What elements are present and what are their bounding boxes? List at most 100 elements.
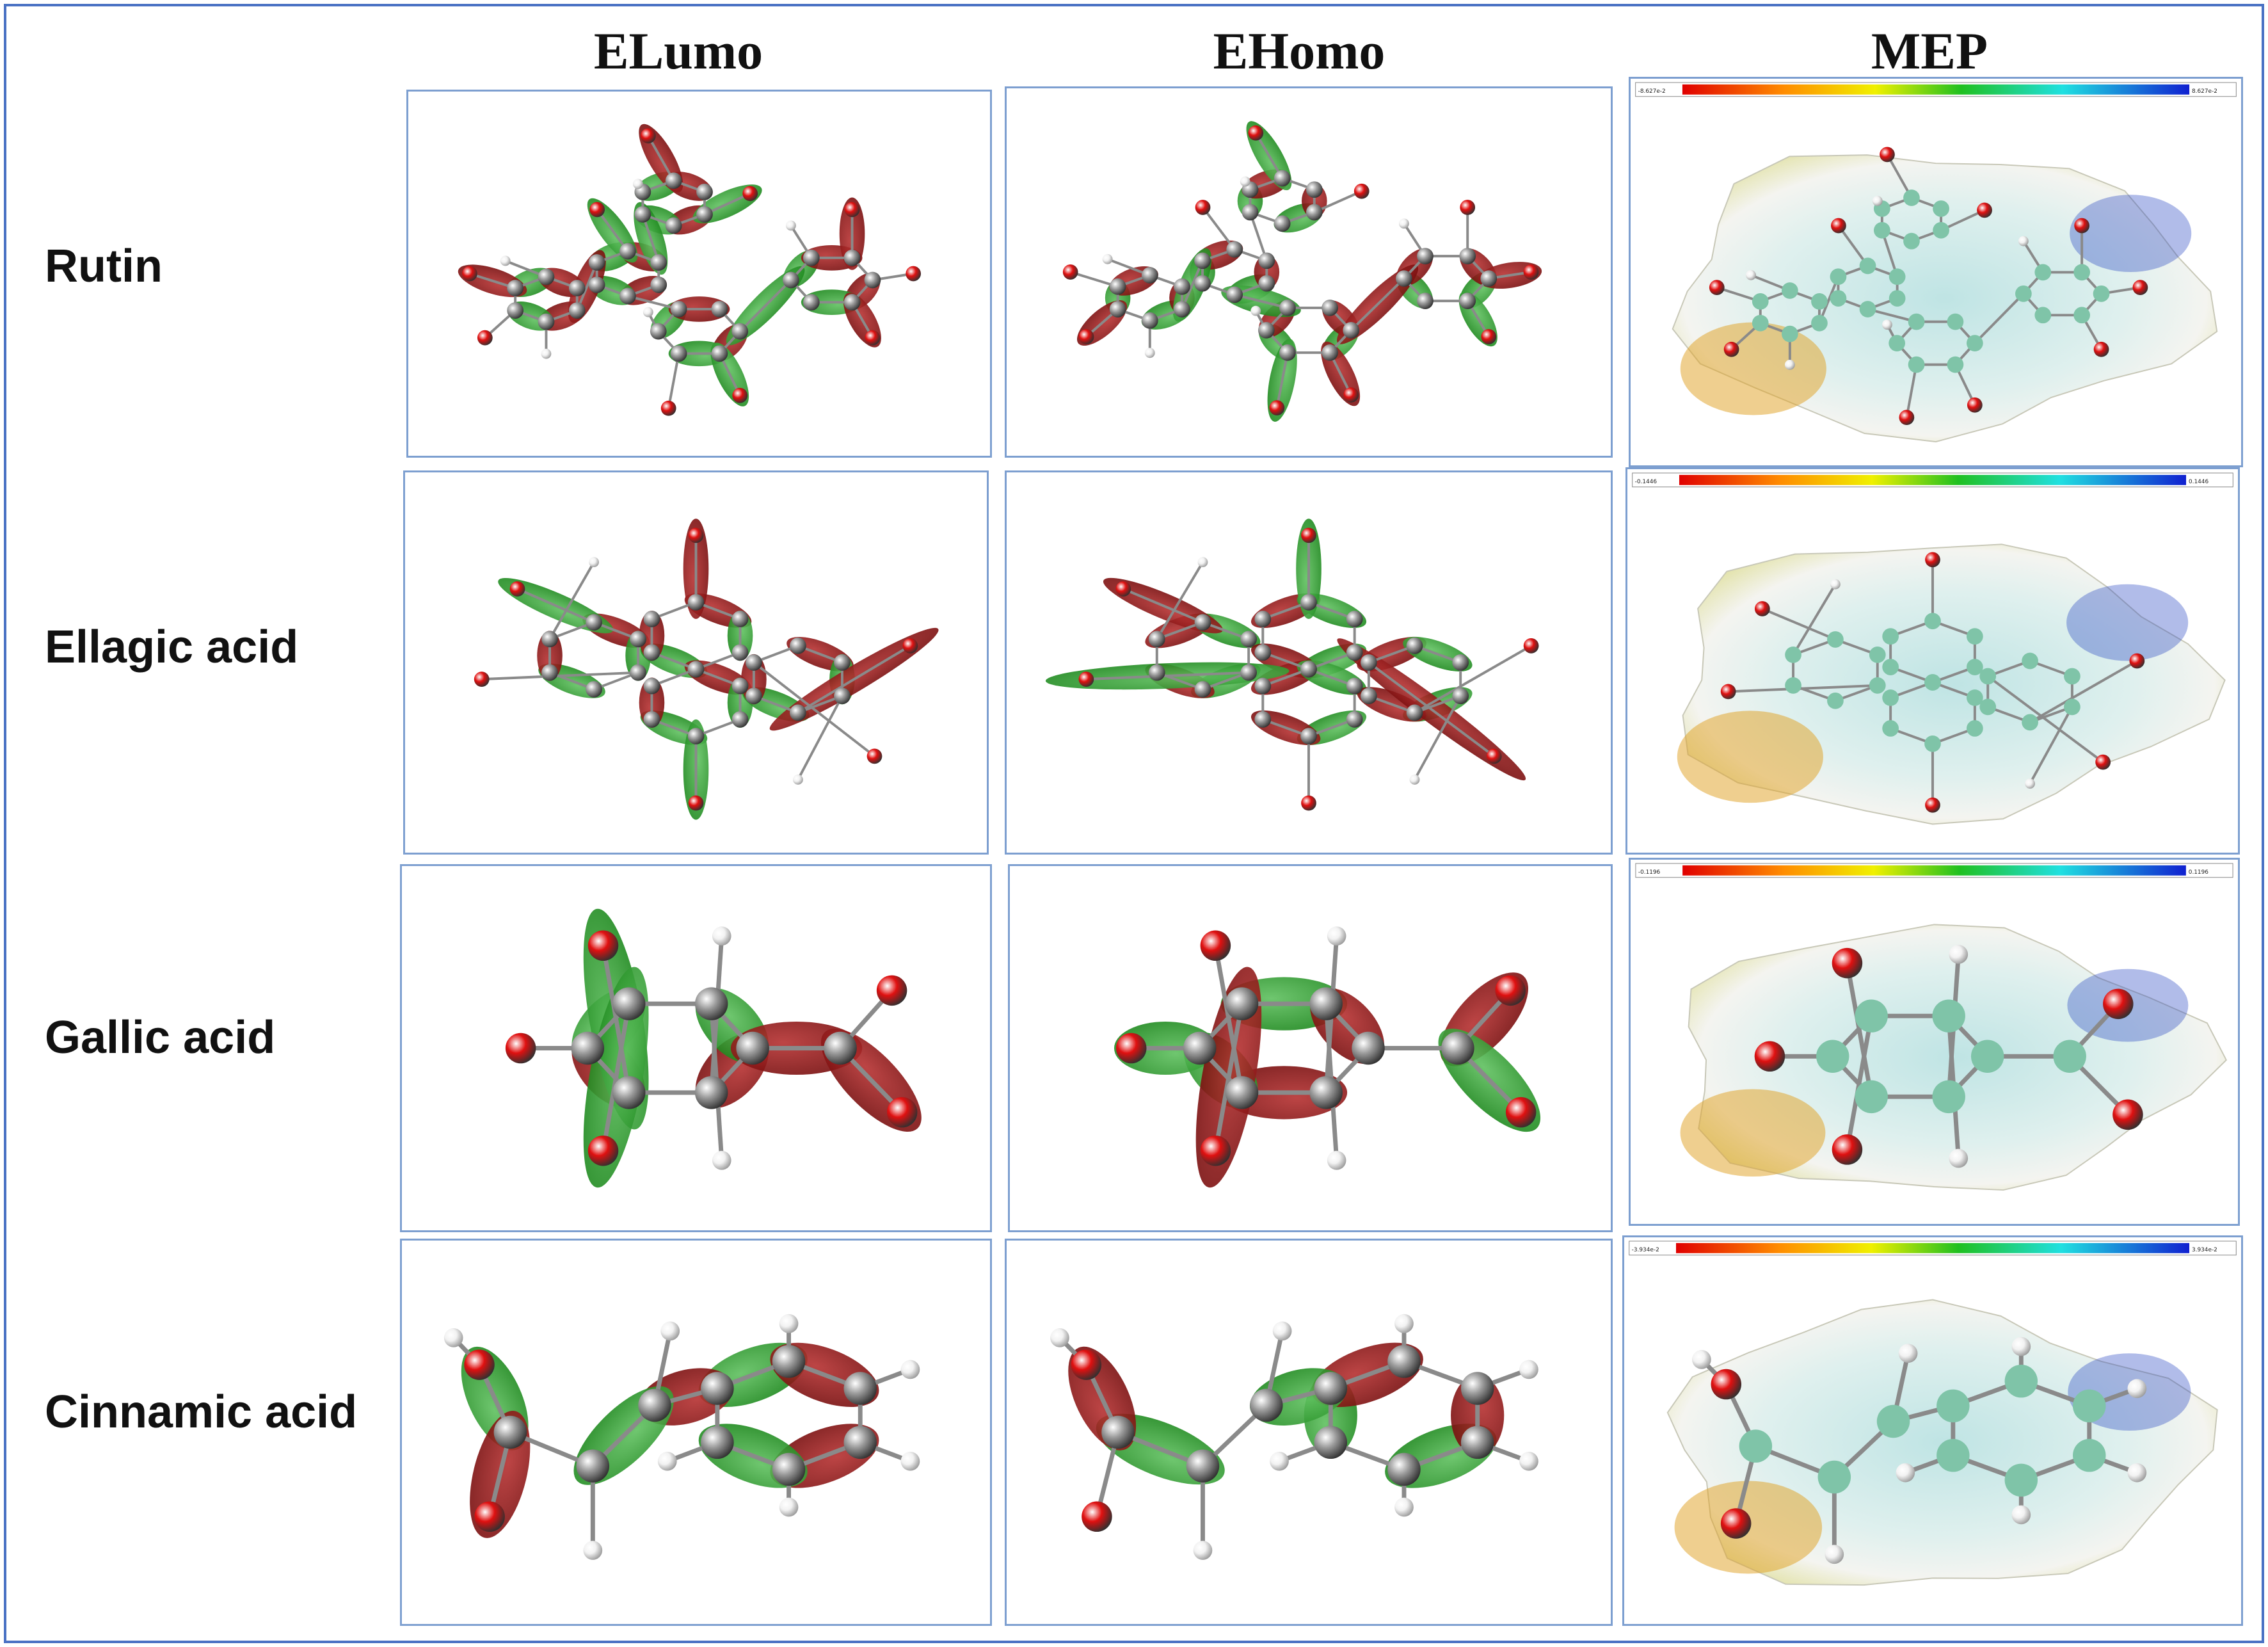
bond — [1837, 225, 1869, 267]
carbon-atom — [670, 301, 687, 317]
carbon-atom — [1937, 1438, 1970, 1472]
carbon-atom — [571, 1031, 605, 1065]
carbon-atom — [1924, 735, 1941, 752]
scale-min-label: -8.627e-2 — [1638, 88, 1666, 95]
carbon-atom — [586, 614, 602, 631]
oxygen-atom — [1486, 748, 1502, 764]
carbon-atom — [1406, 637, 1423, 654]
bond — [575, 262, 598, 311]
hydrogen-atom — [2018, 236, 2029, 246]
molecule-gallic-acid-elumo-image — [505, 908, 922, 1188]
carbon-atom — [1274, 215, 1291, 232]
carbon-atom — [731, 677, 749, 695]
carbon-atom — [1274, 170, 1291, 187]
oxygen-atom — [587, 1135, 619, 1166]
hydrogen-atom — [2127, 1463, 2147, 1482]
bond — [1201, 206, 1236, 250]
carbon-atom — [1300, 594, 1317, 611]
oxygen-atom — [1832, 1134, 1863, 1165]
oxygen-atom — [1832, 947, 1863, 979]
carbon-atom — [1869, 647, 1886, 663]
hydrogen-atom — [712, 926, 731, 946]
oxygen-atom — [1925, 552, 1940, 568]
carbon-atom — [1194, 275, 1211, 292]
carbon-atom — [1752, 314, 1769, 332]
carbon-atom — [1346, 644, 1363, 661]
carbon-atom — [1186, 1449, 1220, 1482]
carbon-atom — [1387, 1452, 1421, 1486]
carbon-atom — [1387, 1345, 1421, 1378]
bond — [641, 214, 660, 263]
oxygen-atom — [2112, 1099, 2143, 1130]
carbon-atom — [1933, 221, 1949, 239]
bond — [1213, 1003, 1244, 1152]
bond — [1156, 561, 1204, 640]
carbon-atom — [731, 644, 749, 661]
carbon-atom — [1406, 704, 1423, 721]
panel-rutin-mep: -8.627e-2 8.627e-2 — [1629, 77, 2243, 467]
carbon-atom — [576, 1449, 610, 1482]
oxygen-atom — [1115, 1032, 1147, 1064]
carbon-atom — [803, 249, 820, 266]
carbon-atom — [612, 1076, 646, 1109]
bond — [601, 945, 632, 1093]
oxygen-atom — [1720, 684, 1736, 700]
bond — [1414, 645, 1532, 714]
carbon-atom — [619, 287, 636, 305]
panel-ellagic-acid-ehomo — [1005, 470, 1613, 855]
bond — [1886, 154, 1913, 199]
oxygen-atom — [640, 128, 656, 144]
carbon-atom — [1452, 687, 1469, 705]
carbon-atom — [1869, 677, 1886, 694]
oxygen-atom — [1899, 410, 1915, 425]
carbon-atom — [1109, 278, 1126, 295]
oxygen-atom — [1523, 638, 1539, 654]
hydrogen-atom — [786, 220, 796, 231]
carbon-atom — [665, 217, 682, 234]
carbon-atom — [1254, 611, 1272, 627]
hydrogen-atom — [2025, 778, 2035, 789]
bond — [1792, 583, 1837, 655]
carbon-atom — [538, 313, 555, 330]
oxygen-atom — [1711, 1369, 1742, 1400]
carbon-atom — [711, 345, 728, 362]
carbon-atom — [665, 172, 682, 189]
hydrogen-atom — [1193, 1541, 1213, 1560]
oxygen-atom — [1248, 125, 1264, 141]
carbon-atom — [790, 637, 806, 654]
carbon-atom — [1966, 628, 1983, 645]
scale-max-label: 3.934e-2 — [2192, 1247, 2217, 1253]
bond — [1845, 1015, 1874, 1150]
oxygen-atom — [2093, 341, 2109, 357]
hydrogen-atom — [1825, 1545, 1844, 1564]
panel-gallic-acid-elumo — [400, 864, 992, 1232]
carbon-atom — [1855, 1080, 1888, 1114]
carbon-atom — [1947, 313, 1964, 330]
carbon-atom — [2093, 285, 2110, 302]
carbon-atom — [783, 271, 799, 289]
oxygen-atom — [1460, 200, 1476, 215]
oxygen-atom — [1082, 1501, 1112, 1532]
carbon-atom — [612, 987, 646, 1020]
carbon-atom — [1250, 1388, 1283, 1422]
hydrogen-atom — [657, 1451, 677, 1471]
carbon-atom — [1739, 1429, 1773, 1463]
bond — [753, 661, 875, 757]
oxygen-atom — [1880, 147, 1895, 163]
carbon-atom — [1785, 677, 1801, 694]
carbon-atom — [2073, 1438, 2106, 1472]
oxygen-atom — [742, 186, 758, 202]
carbon-atom — [1460, 1426, 1494, 1459]
oxygen-atom — [2129, 653, 2145, 669]
carbon-atom — [1452, 654, 1469, 671]
oxygen-atom — [589, 202, 605, 218]
carbon-atom — [1226, 241, 1243, 258]
carbon-atom — [772, 1345, 806, 1378]
bond — [1818, 276, 1840, 324]
carbon-atom — [1343, 322, 1360, 339]
carbon-atom — [1174, 278, 1190, 295]
carbon-atom — [694, 1076, 728, 1109]
carbon-atom — [1811, 314, 1828, 332]
molecule-ellagic-acid-ehomo-image — [1045, 518, 1539, 811]
carbon-atom — [1306, 204, 1323, 221]
